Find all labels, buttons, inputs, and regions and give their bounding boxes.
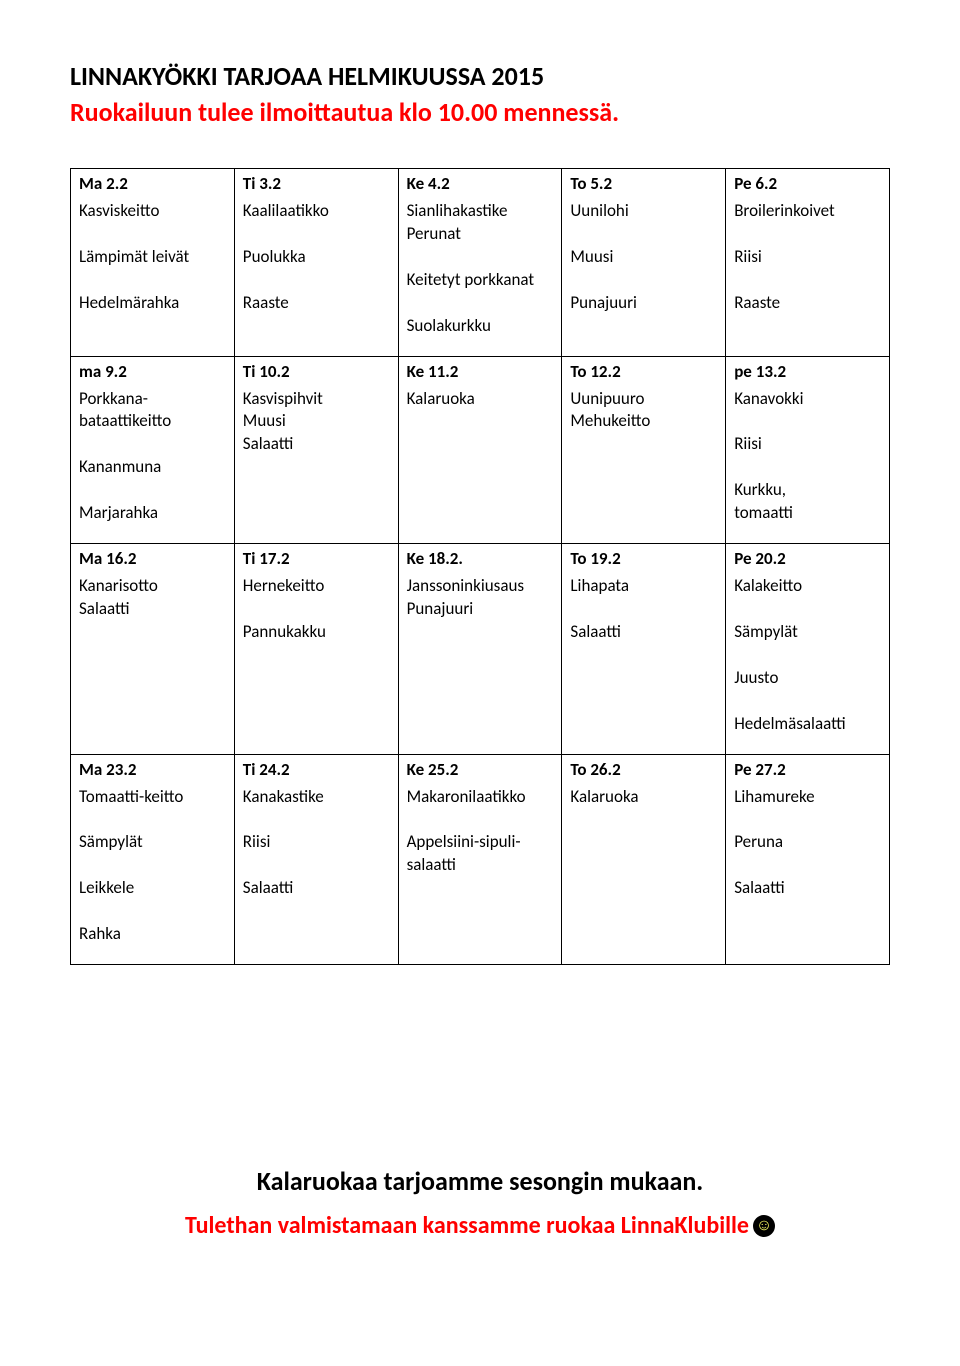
day-body: Kalakeitto Sämpylät Juusto Hedelmäsalaat… [734, 575, 845, 734]
day-header: To 26.2 [570, 759, 717, 782]
menu-cell: Pe 20.2 Kalakeitto Sämpylät Juusto Hedelm… [726, 544, 890, 755]
day-body: Kanarisotto Salaatti [79, 575, 158, 619]
day-header: Pe 27.2 [734, 759, 881, 782]
footer: Kalaruokaa tarjoamme sesongin mukaan. Tu… [70, 1165, 890, 1240]
day-header: Ti 17.2 [243, 548, 390, 571]
smiley-icon: ☺ [753, 1215, 775, 1237]
day-header: Ma 2.2 [79, 173, 226, 196]
day-body: Lihapata Salaatti [570, 575, 629, 642]
table-row: Ma 16.2 Kanarisotto Salaatti Ti 17.2 Hernek… [71, 544, 890, 755]
day-body: Porkkana- bataattikeitto Kananmuna Marja… [79, 388, 171, 524]
day-header: Pe 20.2 [734, 548, 881, 571]
day-body: Kasviskeitto Lämpimät leivät Hedelmärahk… [79, 200, 189, 313]
day-header: Ti 3.2 [243, 173, 390, 196]
menu-cell: Ti 17.2 Hernekeitto Pannukakku [234, 544, 398, 755]
day-body: Kalaruoka [570, 786, 638, 807]
menu-cell: To 12.2 Uunipuuro Mehukeitto [562, 356, 726, 544]
day-body: Kaalilaatikko Puolukka Raaste [243, 200, 329, 313]
menu-cell: Ke 18.2. Janssoninkiusaus Punajuuri [398, 544, 562, 755]
day-body: Janssoninkiusaus Punajuuri [407, 575, 524, 619]
day-header: Ke 11.2 [407, 361, 554, 384]
day-body: Kanakastike Riisi Salaatti [243, 786, 324, 899]
day-body: Sianlihakastike Perunat Keitetyt porkkan… [407, 200, 535, 336]
footer-line2-text: Tulethan valmistamaan kanssamme ruokaa L… [185, 1211, 749, 1240]
day-header: Ke 4.2 [407, 173, 554, 196]
menu-cell: Ke 4.2 Sianlihakastike Perunat Keitetyt p… [398, 169, 562, 357]
menu-cell: Ti 24.2 Kanakastike Riisi Salaatti [234, 754, 398, 965]
menu-cell: pe 13.2 Kanavokki Riisi Kurkku, tomaatti [726, 356, 890, 544]
menu-cell: Ma 16.2 Kanarisotto Salaatti [71, 544, 235, 755]
day-body: Kasvispihvit Muusi Salaatti [243, 388, 323, 455]
menu-cell: Pe 6.2 Broilerinkoivet Riisi Raaste [726, 169, 890, 357]
day-body: Uunipuuro Mehukeitto [570, 388, 650, 432]
table-row: ma 9.2 Porkkana- bataattikeitto Kananmuna… [71, 356, 890, 544]
footer-line2-wrap: Tulethan valmistamaan kanssamme ruokaa L… [185, 1211, 775, 1240]
menu-cell: Ke 25.2 Makaronilaatikko Appelsiini-sipul… [398, 754, 562, 965]
day-header: Ke 25.2 [407, 759, 554, 782]
menu-cell: Ti 10.2 Kasvispihvit Muusi Salaatti [234, 356, 398, 544]
day-header: Ti 10.2 [243, 361, 390, 384]
day-body: Uunilohi Muusi Punajuuri [570, 200, 637, 313]
day-header: Pe 6.2 [734, 173, 881, 196]
menu-cell: Ti 3.2 Kaalilaatikko Puolukka Raaste [234, 169, 398, 357]
day-body: Lihamureke Peruna Salaatti [734, 786, 814, 899]
page-heading-line1: LINNAKYÖKKI TARJOAA HELMIKUUSSA 2015 [70, 60, 890, 92]
day-body: Makaronilaatikko Appelsiini-sipuli- sala… [407, 786, 526, 876]
day-body: Hernekeitto Pannukakku [243, 575, 326, 642]
menu-table: Ma 2.2 Kasviskeitto Lämpimät leivät Hedel… [70, 168, 890, 965]
day-header: Ke 18.2. [407, 548, 554, 571]
menu-cell: Pe 27.2 Lihamureke Peruna Salaatti [726, 754, 890, 965]
day-header: To 19.2 [570, 548, 717, 571]
menu-cell: To 19.2 Lihapata Salaatti [562, 544, 726, 755]
page-heading-line2: Ruokailuun tulee ilmoittautua klo 10.00 … [70, 96, 890, 128]
menu-cell: Ma 23.2 Tomaatti-keitto Sämpylät Leikkele… [71, 754, 235, 965]
day-body: Broilerinkoivet Riisi Raaste [734, 200, 834, 313]
menu-cell: ma 9.2 Porkkana- bataattikeitto Kananmuna… [71, 356, 235, 544]
day-body: Kalaruoka [407, 388, 475, 409]
day-body: Tomaatti-keitto Sämpylät Leikkele Rahka [79, 786, 183, 945]
day-body: Kanavokki Riisi Kurkku, tomaatti [734, 388, 803, 524]
day-header: Ma 23.2 [79, 759, 226, 782]
day-header: ma 9.2 [79, 361, 226, 384]
menu-cell: Ma 2.2 Kasviskeitto Lämpimät leivät Hedel… [71, 169, 235, 357]
footer-line1: Kalaruokaa tarjoamme sesongin mukaan. [70, 1165, 890, 1197]
menu-cell: To 5.2 Uunilohi Muusi Punajuuri [562, 169, 726, 357]
table-row: Ma 23.2 Tomaatti-keitto Sämpylät Leikkele… [71, 754, 890, 965]
day-header: To 12.2 [570, 361, 717, 384]
table-row: Ma 2.2 Kasviskeitto Lämpimät leivät Hedel… [71, 169, 890, 357]
day-header: Ti 24.2 [243, 759, 390, 782]
day-header: Ma 16.2 [79, 548, 226, 571]
menu-cell: To 26.2 Kalaruoka [562, 754, 726, 965]
menu-cell: Ke 11.2 Kalaruoka [398, 356, 562, 544]
day-header: pe 13.2 [734, 361, 881, 384]
day-header: To 5.2 [570, 173, 717, 196]
